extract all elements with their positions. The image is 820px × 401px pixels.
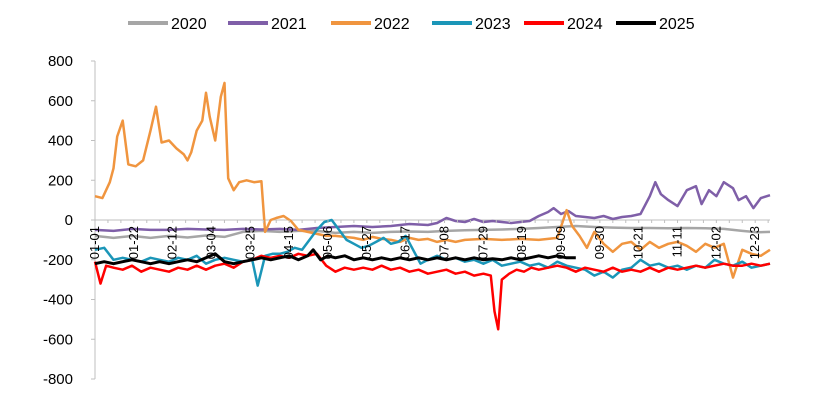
y-tick-label: 0 [65,212,73,229]
x-tick-label: 01-22 [126,226,141,259]
series-line-2024 [93,252,771,331]
series-line-2025 [94,248,576,266]
legend-item-2025: 2025 [616,16,695,33]
legend: 2020 2021 2022 2023 2024 2025 [128,16,695,33]
x-tick-label: 07-29 [475,226,490,259]
y-tick-label: -400 [43,292,73,309]
legend-label: 2020 [171,16,207,33]
series-group [93,81,771,331]
y-tick-label: 200 [48,172,73,189]
x-tick-label: 09-09 [553,226,568,259]
legend-label: 2022 [374,16,410,33]
x-tick-label: 05-06 [320,226,335,259]
legend-item-2020: 2020 [128,16,207,33]
y-tick-label: 800 [48,53,73,70]
legend-item-2022: 2022 [331,16,410,33]
legend-item-2024: 2024 [524,16,603,33]
y-tick-label: -200 [43,252,73,269]
x-tick-label: 05-27 [359,226,374,259]
y-tick-label: 600 [48,93,73,110]
x-tick-label: 12-02 [708,226,723,259]
legend-item-2023: 2023 [432,16,511,33]
x-tick-label: 03-04 [204,226,219,259]
x-tick-label: 04-15 [281,226,296,259]
series-line-2023 [94,218,771,287]
x-tick-label: 09-30 [592,226,607,259]
legend-item-2021: 2021 [228,16,307,33]
x-tick-label: 03-25 [242,226,257,259]
x-tick-label: 01-01 [87,226,102,259]
x-ticks: 01-01 01-22 02-12 03-04 03-25 04-15 05-06 05-27… [87,220,769,259]
series-line-2022 [94,81,771,279]
x-tick-label: 06-17 [398,226,413,259]
y-tick-label: -600 [43,331,73,348]
legend-label: 2024 [567,16,603,33]
x-tick-label: 08-19 [514,226,529,259]
y-tick-label: -800 [43,371,73,388]
x-tick-label: 02-12 [165,226,180,259]
legend-label: 2023 [475,16,511,33]
x-tick-label: 12-23 [747,226,762,259]
y-tick-label: 400 [48,133,73,150]
x-tick-label: 10-21 [631,226,646,259]
legend-label: 2021 [271,16,307,33]
series-line-2021 [94,180,771,233]
series-line-2020 [94,224,771,240]
y-ticks: 800 600 400 200 0 -200 -400 -600 -800 [43,53,95,388]
x-tick-label: 11-11 [670,226,685,257]
legend-label: 2025 [659,16,695,33]
x-tick-label: 07-08 [437,226,452,259]
